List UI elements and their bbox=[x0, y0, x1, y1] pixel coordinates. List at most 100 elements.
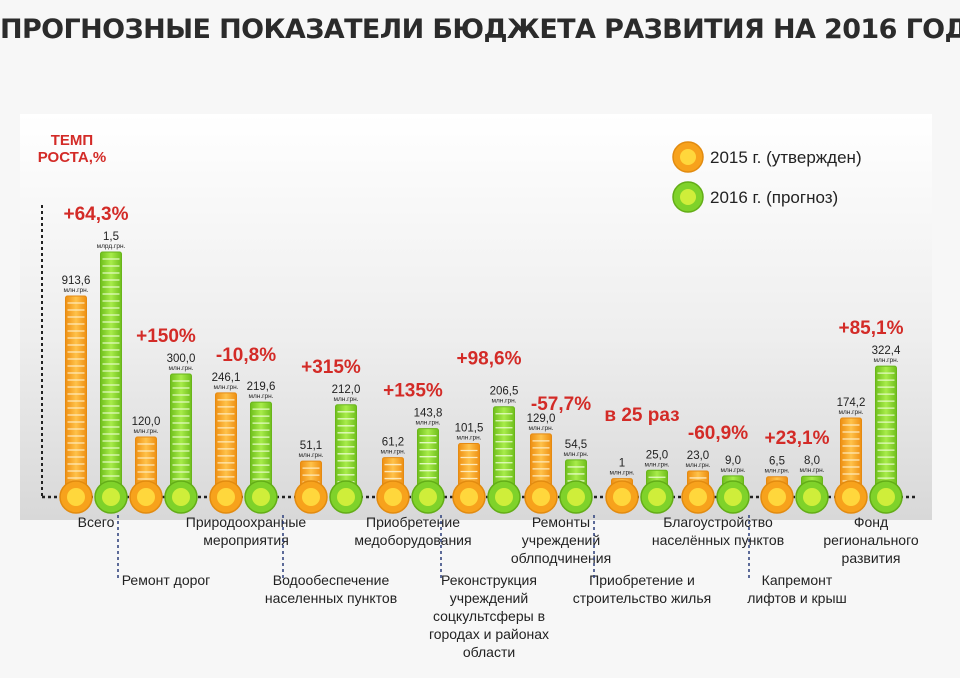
growth-rate-8: -60,9% bbox=[688, 423, 748, 444]
rate-axis-label-line-2: РОСТА,% bbox=[38, 149, 107, 166]
category-label-4-line-1: медоборудования bbox=[354, 532, 471, 548]
bar-2016-0 bbox=[100, 251, 122, 498]
growth-rate-6: -57,7% bbox=[531, 394, 591, 415]
growth-rate-1: +150% bbox=[136, 326, 196, 347]
value-label-2016-6: 54,5 bbox=[565, 439, 587, 451]
bulb-core bbox=[803, 488, 821, 506]
category-label-9-line-0: Капремонт bbox=[762, 572, 833, 588]
bulb-core bbox=[724, 488, 742, 506]
value-label-2015-7: 1 bbox=[619, 458, 625, 470]
growth-rate-3: +315% bbox=[301, 357, 361, 378]
category-label-1-line-0: Ремонт дорог bbox=[122, 572, 211, 588]
legend-marker-core bbox=[680, 149, 696, 165]
value-label-2016-5: 206,5 bbox=[490, 386, 519, 398]
unit-label-2016-5: млн.грн. bbox=[491, 398, 516, 405]
legend-label-2015: 2015 г. (утвержден) bbox=[710, 148, 862, 167]
unit-label-2015-7: млн.грн. bbox=[609, 470, 634, 477]
chart-title: ПРОГНОЗНЫЕ ПОКАЗАТЕЛИ БЮДЖЕТА РАЗВИТИЯ Н… bbox=[0, 14, 960, 45]
bar-2015-0 bbox=[65, 295, 87, 498]
category-label-3-line-1: населенных пунктов bbox=[265, 590, 397, 606]
value-label-2016-2: 219,6 bbox=[247, 381, 276, 393]
category-label-3-line-0: Водообеспечение bbox=[273, 572, 390, 588]
rate-axis-label-line-1: ТЕМП bbox=[51, 132, 93, 149]
value-label-2016-4: 143,8 bbox=[414, 408, 443, 420]
unit-label-2015-6: млн.грн. bbox=[528, 425, 553, 432]
bulb-core bbox=[337, 488, 355, 506]
category-label-6-line-1: учреждений bbox=[522, 532, 600, 548]
unit-label-2015-0: млн.грн. bbox=[63, 287, 88, 294]
value-label-2015-4: 61,2 bbox=[382, 437, 404, 449]
unit-label-2016-8: млн.грн. bbox=[720, 467, 745, 474]
value-label-2016-10: 322,4 bbox=[872, 345, 901, 357]
unit-label-2015-4: млн.грн. bbox=[380, 449, 405, 456]
value-label-2016-0: 1,5 bbox=[103, 231, 119, 243]
bulb-core bbox=[172, 488, 190, 506]
bulb-core bbox=[302, 488, 320, 506]
value-label-2016-8: 9,0 bbox=[725, 455, 741, 467]
unit-label-2015-1: млн.грн. bbox=[133, 428, 158, 435]
bulb-core bbox=[102, 488, 120, 506]
growth-rate-7: в 25 раз bbox=[604, 405, 679, 426]
category-label-8-line-0: Благоустройство bbox=[663, 514, 773, 530]
category-label-5-line-3: городах и районах bbox=[429, 626, 549, 642]
value-label-2015-8: 23,0 bbox=[687, 450, 709, 462]
category-label-5-line-4: области bbox=[463, 644, 515, 660]
category-label-4-line-0: Приобретение bbox=[366, 514, 460, 530]
bulb-core bbox=[460, 488, 478, 506]
bulb-core bbox=[648, 488, 666, 506]
category-label-10-line-1: регионального bbox=[823, 532, 919, 548]
value-label-2016-9: 8,0 bbox=[804, 455, 820, 467]
category-label-2-line-0: Природоохранные bbox=[186, 514, 307, 530]
category-label-6-line-2: облподчинения bbox=[511, 550, 611, 566]
growth-rate-5: +98,6% bbox=[457, 349, 522, 370]
unit-label-2015-5: млн.грн. bbox=[456, 434, 481, 441]
bulb-core bbox=[689, 488, 707, 506]
growth-rate-10: +85,1% bbox=[839, 318, 904, 339]
category-label-6-line-0: Ремонты bbox=[532, 514, 590, 530]
bulb-core bbox=[419, 488, 437, 506]
unit-label-2015-3: млн.грн. bbox=[298, 452, 323, 459]
category-label-0-line-0: Всего bbox=[78, 514, 115, 530]
category-label-7-line-0: Приобретение и bbox=[589, 572, 695, 588]
unit-label-2016-9: млн.грн. bbox=[799, 467, 824, 474]
unit-label-2016-2: млн.грн. bbox=[248, 393, 273, 400]
bulb-core bbox=[384, 488, 402, 506]
bulb-core bbox=[613, 488, 631, 506]
unit-label-2015-10: млн.грн. bbox=[838, 409, 863, 416]
unit-label-2015-2: млн.грн. bbox=[213, 384, 238, 391]
growth-rate-4: +135% bbox=[383, 381, 443, 402]
unit-label-2016-7: млн.грн. bbox=[644, 461, 669, 468]
growth-rate-2: -10,8% bbox=[216, 345, 276, 366]
unit-label-2015-8: млн.грн. bbox=[685, 462, 710, 469]
bulb-core bbox=[842, 488, 860, 506]
category-label-5-line-1: учреждений bbox=[450, 590, 528, 606]
bulb-core bbox=[252, 488, 270, 506]
bulb-core bbox=[217, 488, 235, 506]
unit-label-2015-9: млн.грн. bbox=[764, 468, 789, 475]
growth-rate-9: +23,1% bbox=[765, 428, 830, 449]
bulb-core bbox=[877, 488, 895, 506]
category-label-5-line-0: Реконструкция bbox=[441, 572, 537, 588]
unit-label-2016-1: млн.грн. bbox=[168, 365, 193, 372]
category-label-9-line-1: лифтов и крыш bbox=[747, 590, 846, 606]
unit-label-2016-4: млн.грн. bbox=[415, 420, 440, 427]
value-label-2015-5: 101,5 bbox=[455, 422, 484, 434]
category-label-8-line-1: населённых пунктов bbox=[652, 532, 784, 548]
category-label-10-line-2: развития bbox=[842, 550, 901, 566]
bulb-core bbox=[768, 488, 786, 506]
value-label-2016-1: 300,0 bbox=[167, 353, 196, 365]
unit-label-2016-3: млн.грн. bbox=[333, 396, 358, 403]
category-label-7-line-1: строительство жилья bbox=[573, 590, 711, 606]
value-label-2015-6: 129,0 bbox=[527, 413, 556, 425]
value-label-2015-3: 51,1 bbox=[300, 440, 322, 452]
value-label-2015-9: 6,5 bbox=[769, 456, 785, 468]
category-label-2-line-1: мероприятия bbox=[203, 532, 289, 548]
category-label-10-line-0: Фонд bbox=[854, 514, 888, 530]
value-label-2015-1: 120,0 bbox=[132, 416, 161, 428]
bar-2016-10 bbox=[875, 365, 897, 498]
bulb-core bbox=[567, 488, 585, 506]
unit-label-2016-0: млрд.грн. bbox=[97, 243, 126, 250]
value-label-2015-10: 174,2 bbox=[837, 397, 866, 409]
legend-marker-core bbox=[680, 189, 696, 205]
